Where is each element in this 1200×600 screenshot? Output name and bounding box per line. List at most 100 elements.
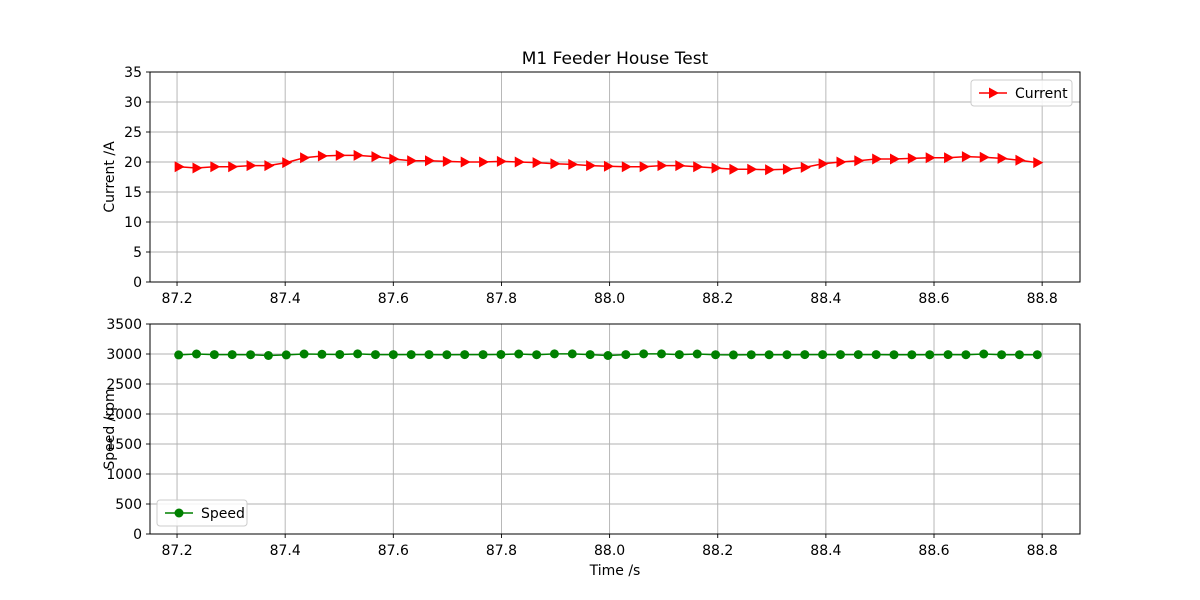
data-point xyxy=(961,350,971,360)
x-axis-label: Time /s xyxy=(589,563,641,579)
x-tick-label: 87.8 xyxy=(486,543,517,559)
data-point xyxy=(907,152,918,164)
data-point xyxy=(1015,154,1026,166)
data-point xyxy=(568,158,579,170)
data-point xyxy=(1033,157,1044,169)
y-tick-label: 2500 xyxy=(106,377,142,393)
data-point xyxy=(871,350,881,360)
data-point xyxy=(550,158,561,170)
data-point xyxy=(317,150,328,162)
data-point xyxy=(890,153,900,165)
legend-label: Speed xyxy=(201,506,245,522)
data-point xyxy=(263,351,273,360)
data-point xyxy=(675,160,686,172)
data-point xyxy=(979,151,990,163)
data-point xyxy=(586,160,597,172)
legend-marker xyxy=(174,508,184,518)
data-point xyxy=(496,349,506,359)
data-point xyxy=(478,350,488,360)
data-point xyxy=(335,149,346,161)
data-point xyxy=(603,351,613,360)
y-tick-label: 20 xyxy=(124,155,142,171)
y-tick-label: 2000 xyxy=(106,407,142,423)
legend-label: Current xyxy=(1015,86,1068,102)
data-point xyxy=(424,350,434,360)
data-point xyxy=(246,160,257,172)
y-tick-label: 0 xyxy=(133,275,142,291)
data-point xyxy=(747,163,758,175)
data-point xyxy=(765,164,776,176)
data-point xyxy=(639,161,650,173)
data-point xyxy=(514,349,524,359)
data-point xyxy=(192,162,203,174)
x-tick-label: 88.4 xyxy=(810,291,841,307)
data-point xyxy=(621,350,631,360)
y-axis-label: Current /A xyxy=(102,141,118,213)
data-point xyxy=(657,349,666,359)
data-point xyxy=(174,350,184,360)
data-point xyxy=(943,350,953,360)
data-point xyxy=(317,349,327,359)
data-point xyxy=(407,155,418,167)
data-point xyxy=(532,157,543,169)
data-point xyxy=(389,153,400,165)
data-point xyxy=(460,156,471,168)
data-point xyxy=(835,350,845,360)
data-point xyxy=(800,161,811,173)
data-point xyxy=(460,350,470,360)
data-point xyxy=(246,350,256,360)
data-point xyxy=(764,350,774,360)
y-tick-label: 3500 xyxy=(106,317,142,333)
y-tick-label: 500 xyxy=(115,497,142,513)
data-point xyxy=(192,349,201,359)
data-point xyxy=(388,350,398,360)
data-point xyxy=(872,153,883,165)
data-point xyxy=(603,160,614,172)
data-point xyxy=(979,349,989,359)
subplot-2: 87.2 87.4 87.6 87.8 88.0 88.2 88.4 88.6 88.8 0 500… xyxy=(102,317,1081,579)
data-point xyxy=(728,350,738,360)
data-point xyxy=(639,349,649,359)
data-point xyxy=(299,349,309,359)
data-point xyxy=(853,350,863,360)
data-point xyxy=(1014,350,1024,360)
x-tick-label: 88.0 xyxy=(594,291,625,307)
data-point xyxy=(227,350,237,360)
data-point xyxy=(889,350,899,360)
data-point xyxy=(782,350,792,360)
y-tick-label: 0 xyxy=(133,527,142,543)
x-tick-label: 87.2 xyxy=(161,291,192,307)
data-point xyxy=(514,156,525,168)
x-tick-label: 87.6 xyxy=(378,291,409,307)
data-point xyxy=(997,350,1007,360)
y-tick-label: 35 xyxy=(124,65,142,81)
data-point xyxy=(621,161,632,173)
data-point xyxy=(425,155,435,167)
data-point xyxy=(353,149,364,161)
data-point xyxy=(370,350,380,360)
data-point xyxy=(496,155,507,167)
data-point xyxy=(209,350,219,360)
data-point xyxy=(174,161,185,173)
y-tick-label: 3000 xyxy=(106,347,142,363)
data-point xyxy=(711,350,721,360)
y-tick-label: 15 xyxy=(124,185,142,201)
y-tick-label: 30 xyxy=(124,95,142,111)
data-point xyxy=(674,350,684,360)
data-point xyxy=(818,158,829,170)
data-point xyxy=(657,160,668,172)
data-point xyxy=(1032,350,1042,360)
data-point xyxy=(228,161,239,173)
x-tick-label: 87.8 xyxy=(486,291,517,307)
y-tick-label: 5 xyxy=(133,245,142,261)
data-point xyxy=(836,156,847,168)
y-tick-label: 25 xyxy=(124,125,142,141)
legend-box xyxy=(156,499,248,527)
x-tick-label: 88.2 xyxy=(702,543,733,559)
data-point xyxy=(925,152,936,164)
data-point xyxy=(907,350,917,360)
data-point xyxy=(818,350,828,360)
legend: Current xyxy=(970,79,1073,107)
data-point xyxy=(782,163,793,175)
